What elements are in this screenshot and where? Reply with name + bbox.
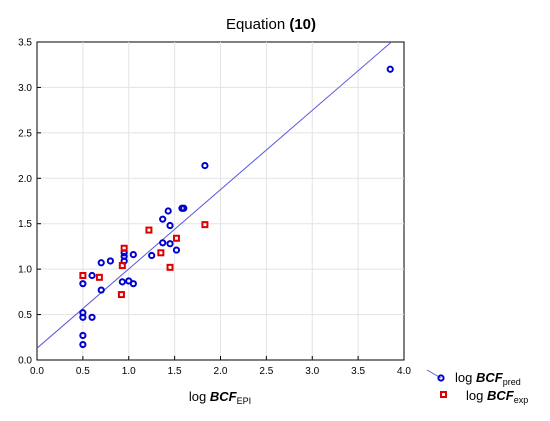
exp-point <box>117 291 125 299</box>
exp-point <box>172 234 180 242</box>
x-tick-label: 3.0 <box>305 366 319 377</box>
legend-pred-prefix: log <box>455 370 476 385</box>
y-tick-label: 3.0 <box>18 83 32 94</box>
exp-point <box>79 272 87 280</box>
x-tick-label: 2.5 <box>259 366 273 377</box>
exp-point <box>120 244 128 252</box>
series-pred-points <box>79 65 394 349</box>
y-tick-label: 2.0 <box>18 174 32 185</box>
legend-pred-main: BCF <box>476 370 504 385</box>
legend-exp-subscript: exp <box>514 395 529 405</box>
pred-point <box>129 280 137 288</box>
chart-title-number: (10) <box>289 16 316 33</box>
pred-point <box>201 161 209 170</box>
grid <box>37 42 404 360</box>
x-tick-label: 0.5 <box>76 366 90 377</box>
legend-pred-subscript: pred <box>503 377 521 387</box>
y-tick-label: 0.0 <box>18 356 32 367</box>
series-exp-points <box>79 221 209 299</box>
pred-point <box>118 278 126 286</box>
y-tick-label: 1.5 <box>18 219 32 230</box>
x-axis-label: log BCFEPI <box>189 389 251 406</box>
pred-point <box>164 207 172 215</box>
legend-exp-prefix: log <box>466 388 487 403</box>
legend-pred-label: log BCFpred <box>455 370 521 387</box>
legend-exp-main: BCF <box>487 388 515 403</box>
legend-item-pred: log BCFpred <box>426 369 521 387</box>
pred-point <box>88 271 96 280</box>
pred-point <box>97 259 105 267</box>
pred-point <box>159 239 167 247</box>
x-tick-label: 0.0 <box>30 366 44 377</box>
chart-title: Equation (10) <box>226 16 316 33</box>
legend-item-exp: log BCFexp <box>440 388 528 405</box>
pred-point <box>166 221 174 230</box>
legend-pred-marker-icon <box>437 374 445 382</box>
y-tick-label: 0.5 <box>18 310 32 321</box>
chart-title-prefix: Equation <box>226 16 289 33</box>
legend: log BCFpred log BCFexp <box>426 369 528 405</box>
x-tick-label: 4.0 <box>397 366 411 377</box>
pred-point <box>106 257 115 265</box>
x-axis-label-main: BCF <box>210 389 238 404</box>
y-tick-label: 3.5 <box>18 38 32 49</box>
x-axis-ticks: 0.0 0.5 1.0 1.5 2.0 2.5 3.0 3.5 4.0 <box>30 356 411 377</box>
exp-point <box>166 263 174 271</box>
y-tick-label: 2.5 <box>18 128 32 139</box>
pred-point <box>120 252 128 261</box>
pred-point <box>386 65 394 73</box>
x-tick-label: 2.0 <box>214 366 228 377</box>
exp-point <box>201 221 209 229</box>
exp-point <box>157 249 165 257</box>
x-tick-label: 3.5 <box>351 366 365 377</box>
pred-point <box>97 286 105 294</box>
exp-point <box>118 262 126 270</box>
pred-point <box>180 204 188 212</box>
regression-line <box>36 41 392 349</box>
x-tick-label: 1.0 <box>122 366 136 377</box>
legend-exp-label: log BCFexp <box>466 388 528 405</box>
x-tick-label: 1.5 <box>168 366 182 377</box>
x-axis-label-subscript: EPI <box>237 396 252 406</box>
x-axis-label-prefix: log <box>189 389 210 404</box>
pred-point <box>79 331 87 340</box>
pred-point <box>172 246 181 254</box>
pred-point <box>166 240 174 248</box>
y-axis-ticks: 0.0 0.5 1.0 1.5 2.0 2.5 3.0 3.5 <box>18 38 41 367</box>
pred-point <box>79 309 87 317</box>
legend-exp-marker-icon <box>440 391 447 398</box>
pred-point <box>159 215 167 223</box>
pred-point <box>79 280 87 288</box>
exp-point <box>145 226 153 234</box>
pred-point <box>129 251 137 259</box>
pred-point <box>148 251 156 260</box>
pred-point <box>88 313 96 321</box>
y-tick-label: 1.0 <box>18 265 32 276</box>
pred-point <box>79 340 87 349</box>
exp-point <box>95 273 103 281</box>
